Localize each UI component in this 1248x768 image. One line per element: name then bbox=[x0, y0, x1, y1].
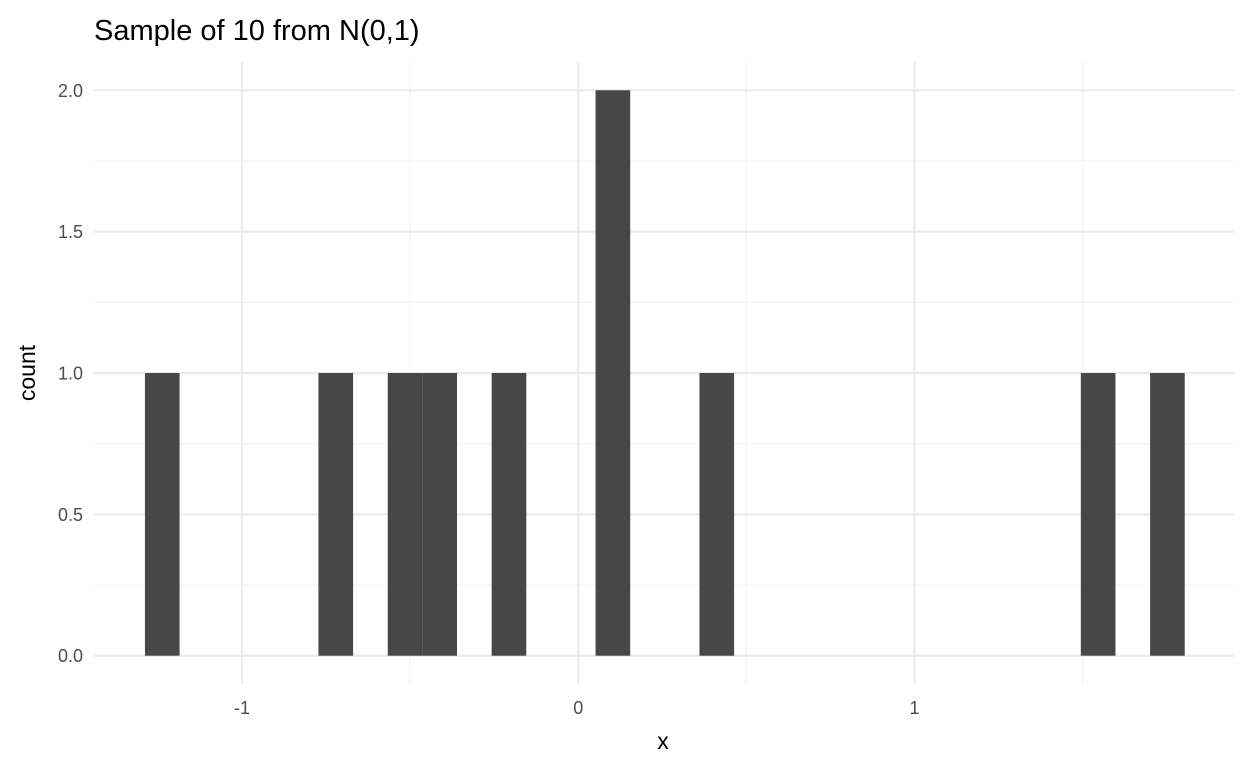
histogram-bar bbox=[1150, 373, 1185, 656]
histogram-bar bbox=[144, 373, 180, 656]
y-axis-title: count bbox=[14, 344, 40, 401]
x-axis-ticks: -1 0 1 bbox=[234, 698, 920, 718]
histogram-bar bbox=[491, 373, 527, 656]
x-tick-label: -1 bbox=[234, 698, 250, 718]
y-tick-label: 2.0 bbox=[58, 81, 83, 101]
bars bbox=[144, 90, 1185, 656]
grid bbox=[94, 62, 1234, 684]
y-tick-label: 1.5 bbox=[58, 222, 83, 242]
x-tick-label: 1 bbox=[910, 698, 920, 718]
y-tick-label: 0.5 bbox=[58, 505, 83, 525]
histogram-bar bbox=[387, 373, 423, 656]
histogram-bar bbox=[699, 373, 735, 656]
histogram-bar bbox=[318, 373, 354, 656]
histogram-bar bbox=[422, 373, 458, 656]
histogram-bar bbox=[1080, 373, 1116, 656]
x-tick-label: 0 bbox=[573, 698, 583, 718]
chart-title: Sample of 10 from N(0,1) bbox=[94, 15, 420, 47]
y-axis-ticks: 0.0 0.5 1.0 1.5 2.0 bbox=[58, 81, 83, 666]
y-tick-label: 0.0 bbox=[58, 646, 83, 666]
x-axis-title: x bbox=[657, 728, 669, 754]
y-tick-label: 1.0 bbox=[58, 364, 83, 384]
histogram-bar bbox=[595, 90, 631, 656]
